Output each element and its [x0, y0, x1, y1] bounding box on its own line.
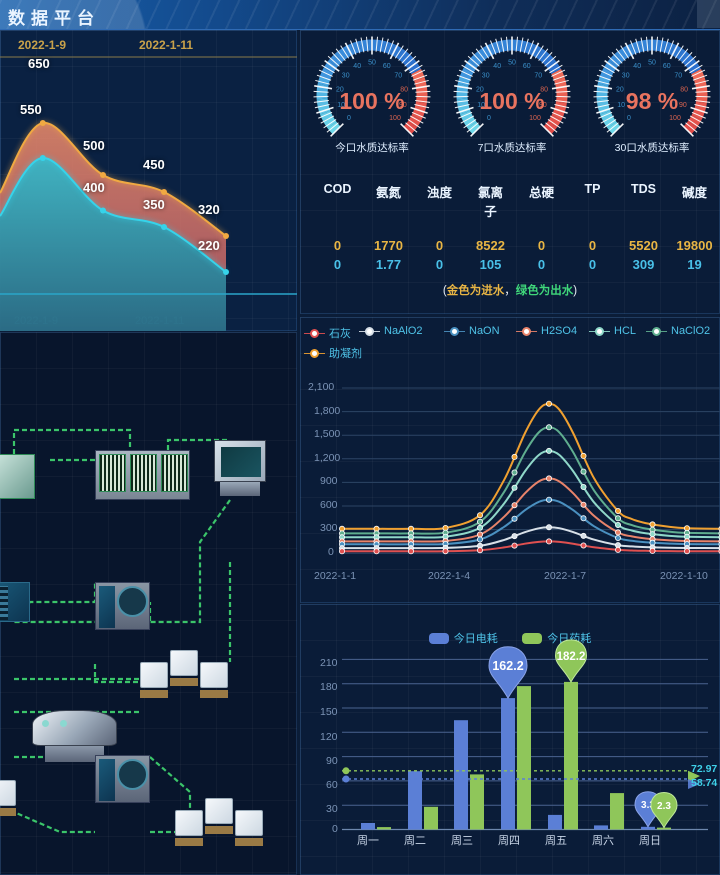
svg-text:50: 50 [368, 59, 376, 66]
svg-text:70: 70 [674, 73, 682, 80]
svg-text:40: 40 [353, 63, 361, 70]
svg-text:182.2: 182.2 [557, 651, 586, 663]
svg-text:60: 60 [663, 63, 671, 70]
svg-text:40: 40 [493, 63, 501, 70]
svg-text:100: 100 [669, 115, 681, 122]
svg-text:60: 60 [523, 63, 531, 70]
svg-text:70: 70 [534, 73, 542, 80]
svg-text:50: 50 [508, 59, 516, 66]
svg-text:0: 0 [347, 115, 351, 122]
svg-text:30: 30 [622, 73, 630, 80]
svg-text:100: 100 [389, 115, 401, 122]
svg-text:40: 40 [633, 63, 641, 70]
svg-text:2.3: 2.3 [657, 801, 671, 812]
svg-text:100: 100 [529, 115, 541, 122]
svg-text:70: 70 [394, 73, 402, 80]
svg-text:0: 0 [627, 115, 631, 122]
svg-text:30: 30 [482, 73, 490, 80]
svg-text:50: 50 [648, 59, 656, 66]
svg-text:0: 0 [487, 115, 491, 122]
svg-text:60: 60 [383, 63, 391, 70]
svg-text:30: 30 [342, 73, 350, 80]
svg-text:162.2: 162.2 [492, 659, 523, 673]
